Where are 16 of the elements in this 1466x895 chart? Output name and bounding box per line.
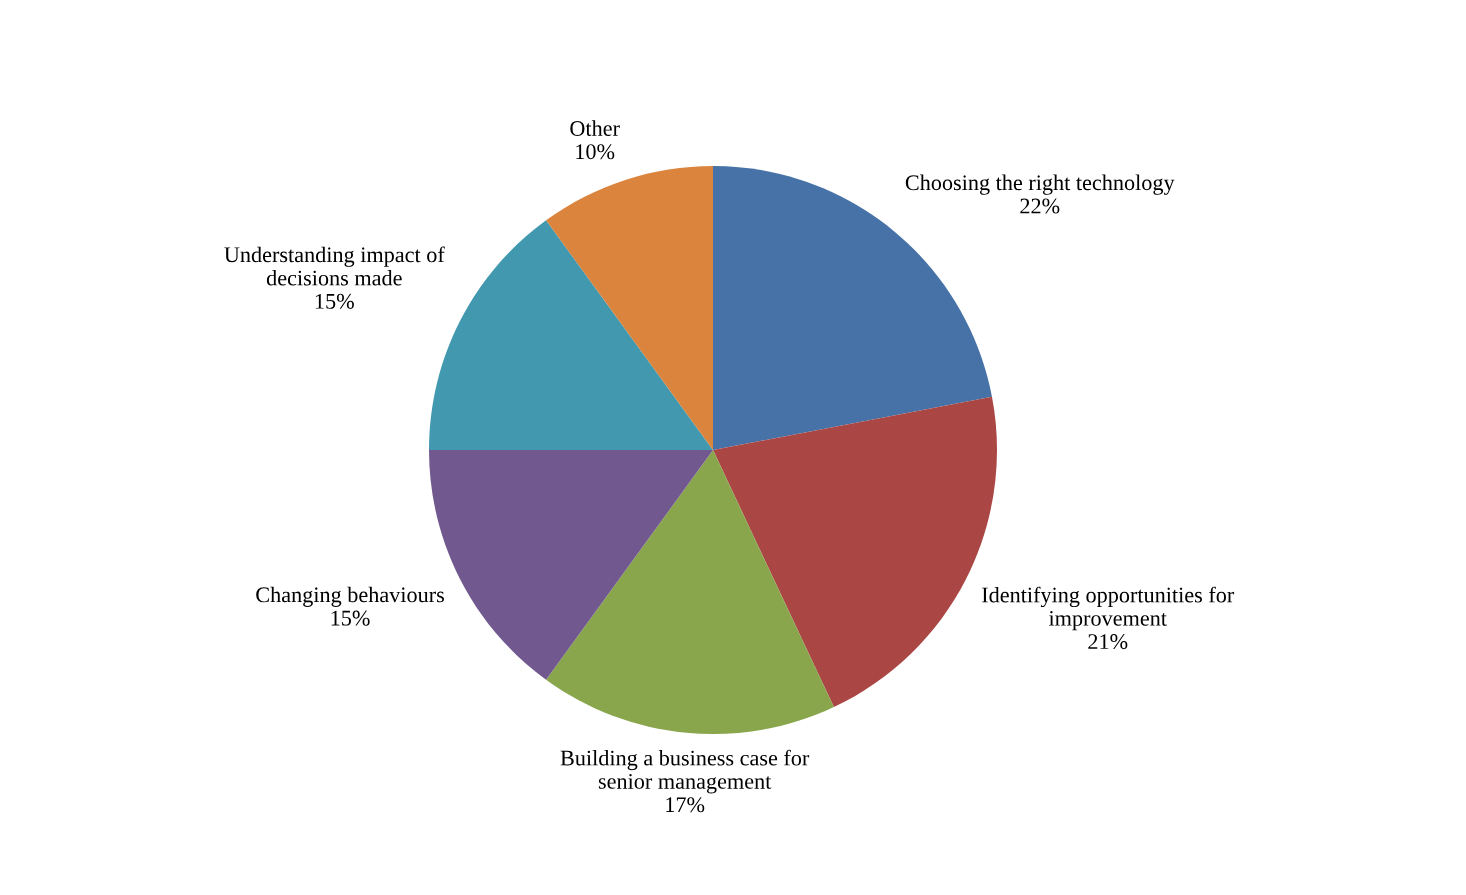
slice-label: Other bbox=[570, 120, 620, 136]
pie-slice bbox=[546, 450, 834, 734]
data-label: 17% bbox=[666, 797, 705, 813]
slice-label: Choosing the right technology bbox=[905, 174, 1175, 195]
pie-slice bbox=[713, 166, 992, 450]
pie-slice bbox=[429, 220, 713, 450]
pie-slice bbox=[546, 166, 713, 450]
data-label: 10% bbox=[576, 144, 615, 160]
slice-label: Building a business case for senior management bbox=[560, 749, 810, 794]
data-label: 15% bbox=[331, 610, 370, 626]
slice-label: Changing behaviours bbox=[256, 586, 444, 607]
slice-label: Understanding impact of decisions made bbox=[224, 246, 445, 286]
data-label: 15% bbox=[315, 293, 354, 309]
slice-label: Identifying opportunities for improvement bbox=[982, 586, 1235, 631]
data-label: 21% bbox=[1088, 634, 1128, 650]
data-label: 22% bbox=[1020, 198, 1060, 214]
